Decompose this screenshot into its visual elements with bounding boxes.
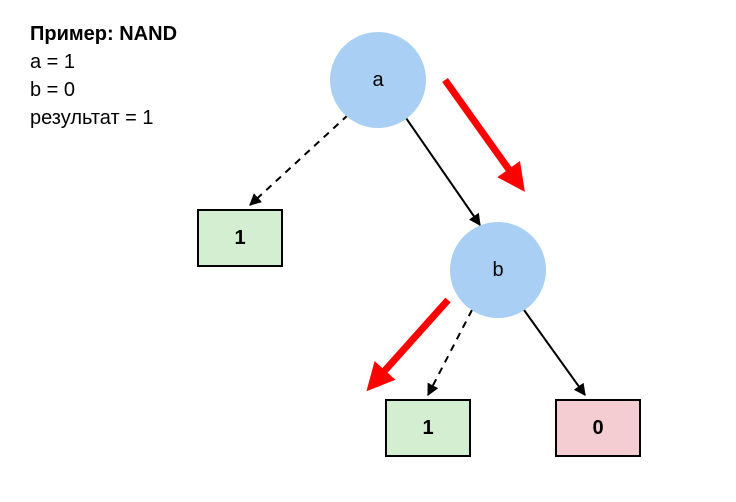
leaf-l1: 1 bbox=[198, 210, 282, 266]
leaf-l2: 1 bbox=[386, 400, 470, 456]
node-label-b: b bbox=[492, 259, 503, 281]
highlight-arrow-0 bbox=[445, 80, 520, 185]
decision-tree-diagram: a b 1 1 0 bbox=[0, 0, 736, 502]
edge-b-l3 bbox=[524, 310, 585, 395]
leaf-label-l1: 1 bbox=[234, 227, 245, 249]
node-a: a bbox=[330, 32, 426, 128]
leaf-label-l2: 1 bbox=[422, 417, 433, 439]
edge-a-b bbox=[406, 118, 480, 225]
highlight-arrow-1 bbox=[372, 300, 448, 385]
edge-b-l2 bbox=[428, 310, 472, 395]
edge-a-l1 bbox=[250, 115, 348, 205]
node-b: b bbox=[450, 222, 546, 318]
node-label-a: a bbox=[372, 69, 384, 91]
leaf-label-l3: 0 bbox=[592, 417, 603, 439]
leaf-l3: 0 bbox=[556, 400, 640, 456]
